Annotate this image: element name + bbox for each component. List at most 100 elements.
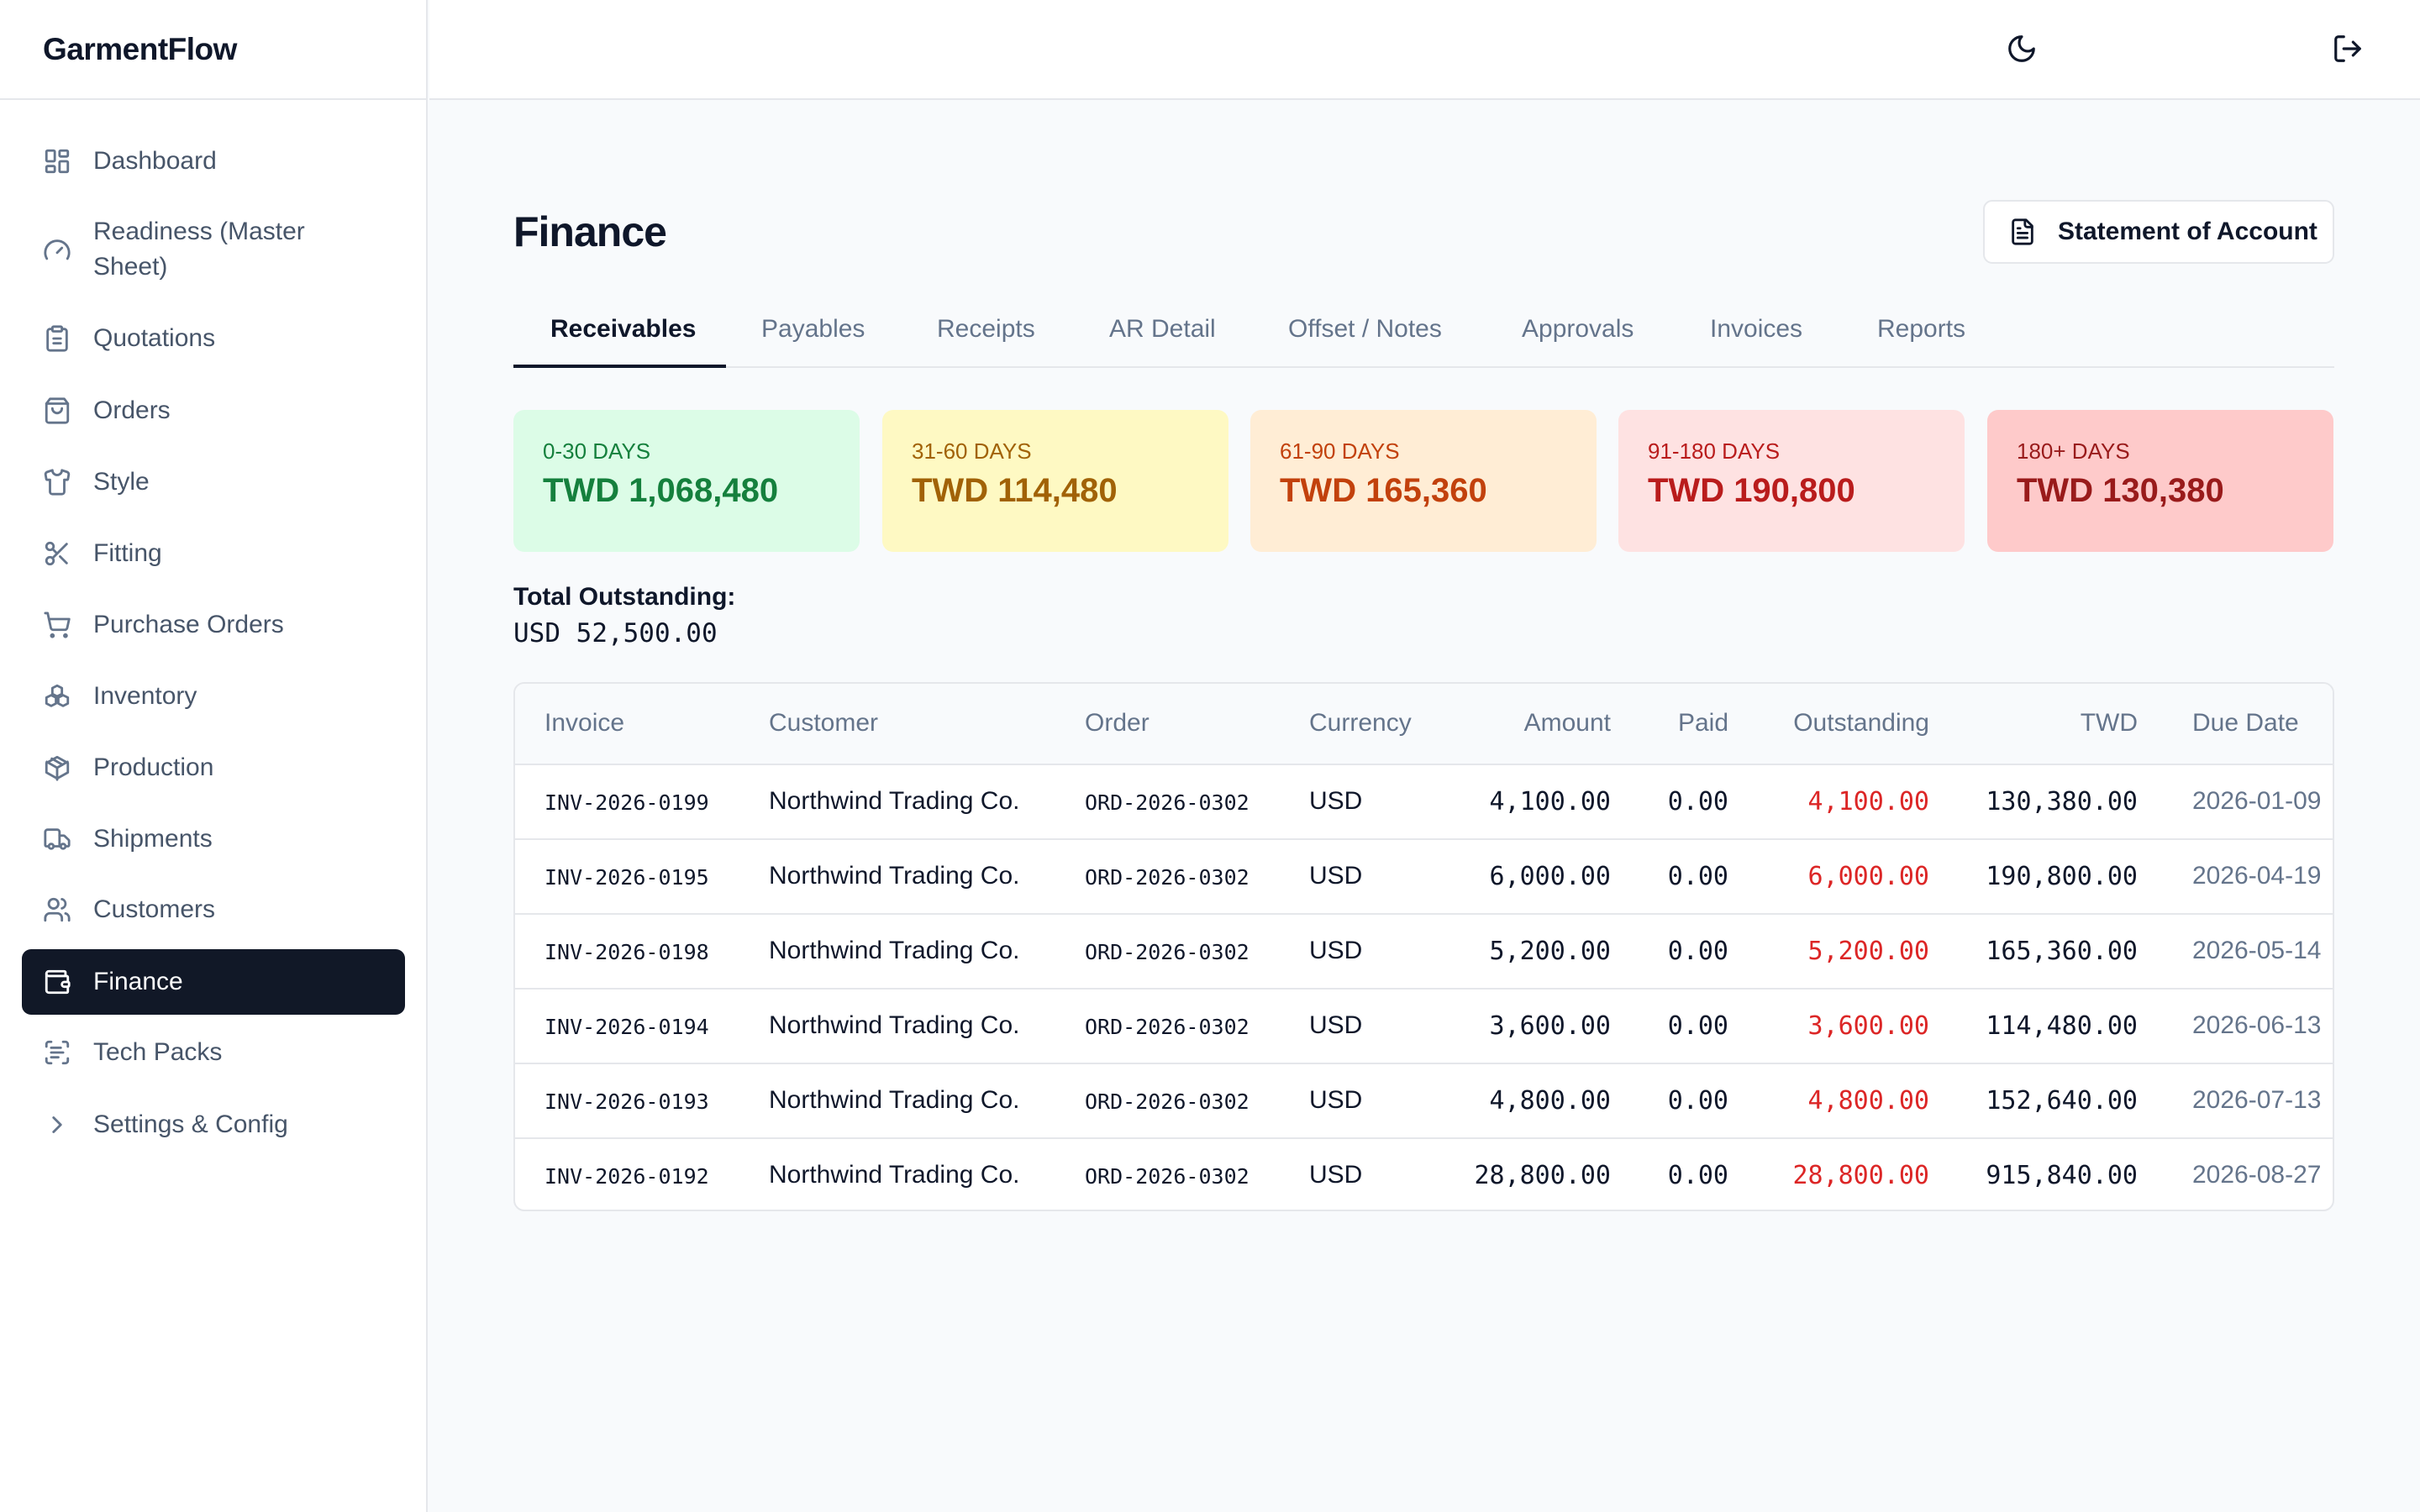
sidebar-item-label: Production xyxy=(93,753,214,781)
cell-order: ORD-2026-0302 xyxy=(1085,790,1249,815)
aging-card-180-plus: 180+ DAYS TWD 130,380 xyxy=(1987,410,2333,552)
sidebar-item-purchase-orders[interactable]: Purchase Orders xyxy=(22,607,405,643)
statement-of-account-label: Statement of Account xyxy=(2058,218,2317,245)
sidebar-item-settings[interactable]: Settings & Config xyxy=(22,1107,405,1142)
logout-icon[interactable] xyxy=(2332,33,2364,65)
cell-invoice: INV-2026-0198 xyxy=(544,940,709,964)
gauge-icon xyxy=(43,236,71,265)
sidebar: GarmentFlow Dashboard Readiness (Master … xyxy=(0,0,428,1512)
aging-label: 180+ DAYS xyxy=(2017,438,2130,464)
cell-currency: USD xyxy=(1309,937,1363,964)
aging-value: TWD 1,068,480 xyxy=(543,472,779,509)
sidebar-item-style[interactable]: Style xyxy=(22,465,405,500)
dashboard-icon xyxy=(43,147,71,176)
sidebar-item-label: Dashboard xyxy=(93,147,217,175)
sidebar-item-label: Shipments xyxy=(93,825,213,853)
app-logo[interactable]: GarmentFlow xyxy=(43,31,237,66)
cell-due-date: 2026-07-13 xyxy=(2192,1086,2322,1114)
sidebar-item-production[interactable]: Production xyxy=(22,750,405,785)
cell-paid: 0.00 xyxy=(1667,937,1728,966)
receivables-table: Invoice Customer Order Currency Amount P… xyxy=(513,682,2334,1211)
tab-receivables[interactable]: Receivables xyxy=(550,315,697,343)
cell-order: ORD-2026-0302 xyxy=(1085,940,1249,964)
sidebar-item-customers[interactable]: Customers xyxy=(22,892,405,927)
cell-invoice: INV-2026-0194 xyxy=(544,1015,709,1039)
cell-amount: 3,600.00 xyxy=(1489,1011,1612,1041)
tab-receipts[interactable]: Receipts xyxy=(937,315,1035,343)
col-twd[interactable]: TWD xyxy=(2080,709,2138,737)
sidebar-item-inventory[interactable]: Inventory xyxy=(22,679,405,714)
finance-tabs: Receivables Payables Receipts AR Detail … xyxy=(513,301,2334,368)
table-row[interactable]: INV-2026-0195 Northwind Trading Co. ORD-20… xyxy=(515,840,2333,915)
sidebar-item-quotations[interactable]: Quotations xyxy=(22,321,405,356)
page-title: Finance xyxy=(513,208,667,255)
sidebar-item-fitting[interactable]: Fitting xyxy=(22,536,405,571)
cell-twd: 915,840.00 xyxy=(1986,1161,2138,1190)
aging-value: TWD 130,380 xyxy=(2017,472,2224,509)
sidebar-item-orders[interactable]: Orders xyxy=(22,393,405,428)
table-row[interactable]: INV-2026-0198 Northwind Trading Co. ORD-20… xyxy=(515,915,2333,990)
cell-outstanding: 6,000.00 xyxy=(1807,862,1930,891)
col-invoice[interactable]: Invoice xyxy=(544,709,625,737)
cell-currency: USD xyxy=(1309,1011,1363,1039)
cell-currency: USD xyxy=(1309,787,1363,815)
sidebar-item-label: Inventory xyxy=(93,682,197,710)
col-amount[interactable]: Amount xyxy=(1523,709,1611,737)
statement-of-account-button[interactable]: Statement of Account xyxy=(1983,200,2334,264)
table-row[interactable]: INV-2026-0199 Northwind Trading Co. ORD-20… xyxy=(515,765,2333,840)
col-order[interactable]: Order xyxy=(1085,709,1150,737)
scan-text-icon xyxy=(43,1038,71,1067)
cell-outstanding: 4,100.00 xyxy=(1807,787,1930,816)
cell-customer: Northwind Trading Co. xyxy=(769,1161,1020,1189)
cell-order: ORD-2026-0302 xyxy=(1085,1089,1249,1114)
cell-amount: 4,800.00 xyxy=(1489,1086,1612,1116)
tab-ar-detail[interactable]: AR Detail xyxy=(1109,315,1216,343)
sidebar-item-label: Quotations xyxy=(93,324,216,352)
tab-reports[interactable]: Reports xyxy=(1877,315,1966,343)
moon-icon[interactable] xyxy=(2006,33,2038,65)
col-due-date[interactable]: Due Date xyxy=(2192,709,2299,737)
cell-paid: 0.00 xyxy=(1667,787,1728,816)
aging-card-0-30: 0-30 DAYS TWD 1,068,480 xyxy=(513,410,860,552)
sidebar-item-readiness[interactable]: Readiness (Master Sheet) xyxy=(22,214,405,286)
table-header: Invoice Customer Order Currency Amount P… xyxy=(515,684,2333,765)
package-icon xyxy=(43,753,71,782)
sidebar-item-finance[interactable]: Finance xyxy=(22,949,405,1015)
col-outstanding[interactable]: Outstanding xyxy=(1793,709,1929,737)
tab-offset-notes[interactable]: Offset / Notes xyxy=(1288,315,1442,343)
aging-card-91-180: 91-180 DAYS TWD 190,800 xyxy=(1618,410,1965,552)
cell-currency: USD xyxy=(1309,1086,1363,1114)
tab-payables[interactable]: Payables xyxy=(761,315,865,343)
sidebar-item-shipments[interactable]: Shipments xyxy=(22,822,405,857)
cell-twd: 190,800.00 xyxy=(1986,862,2138,891)
chevron-right-icon xyxy=(43,1110,71,1139)
cell-due-date: 2026-06-13 xyxy=(2192,1011,2322,1039)
col-customer[interactable]: Customer xyxy=(769,709,879,737)
sidebar-item-label: Readiness (Master xyxy=(93,218,305,245)
table-row[interactable]: INV-2026-0193 Northwind Trading Co. ORD-20… xyxy=(515,1064,2333,1139)
cell-outstanding: 4,800.00 xyxy=(1807,1086,1930,1116)
topbar xyxy=(429,0,2420,100)
table-row[interactable]: INV-2026-0192 Northwind Trading Co. ORD-20… xyxy=(515,1139,2333,1210)
cell-currency: USD xyxy=(1309,1161,1363,1189)
sidebar-item-tech-packs[interactable]: Tech Packs xyxy=(22,1035,405,1070)
tab-approvals[interactable]: Approvals xyxy=(1522,315,1634,343)
cell-due-date: 2026-01-09 xyxy=(2192,787,2322,815)
col-paid[interactable]: Paid xyxy=(1677,709,1728,737)
sidebar-item-dashboard[interactable]: Dashboard xyxy=(22,144,405,179)
table-row[interactable]: INV-2026-0194 Northwind Trading Co. ORD-20… xyxy=(515,990,2333,1064)
clipboard-icon xyxy=(43,324,71,353)
cell-invoice: INV-2026-0195 xyxy=(544,865,709,890)
wallet-icon xyxy=(43,968,71,996)
aging-card-31-60: 31-60 DAYS TWD 114,480 xyxy=(882,410,1228,552)
col-currency[interactable]: Currency xyxy=(1309,709,1412,737)
cell-twd: 130,380.00 xyxy=(1986,787,2138,816)
aging-value: TWD 114,480 xyxy=(912,472,1118,509)
cell-outstanding: 5,200.00 xyxy=(1807,937,1930,966)
scissors-icon xyxy=(43,539,71,568)
cell-paid: 0.00 xyxy=(1667,862,1728,891)
cell-customer: Northwind Trading Co. xyxy=(769,937,1020,964)
cell-order: ORD-2026-0302 xyxy=(1085,1164,1249,1189)
cell-outstanding: 28,800.00 xyxy=(1792,1161,1929,1190)
tab-invoices[interactable]: Invoices xyxy=(1710,315,1803,343)
